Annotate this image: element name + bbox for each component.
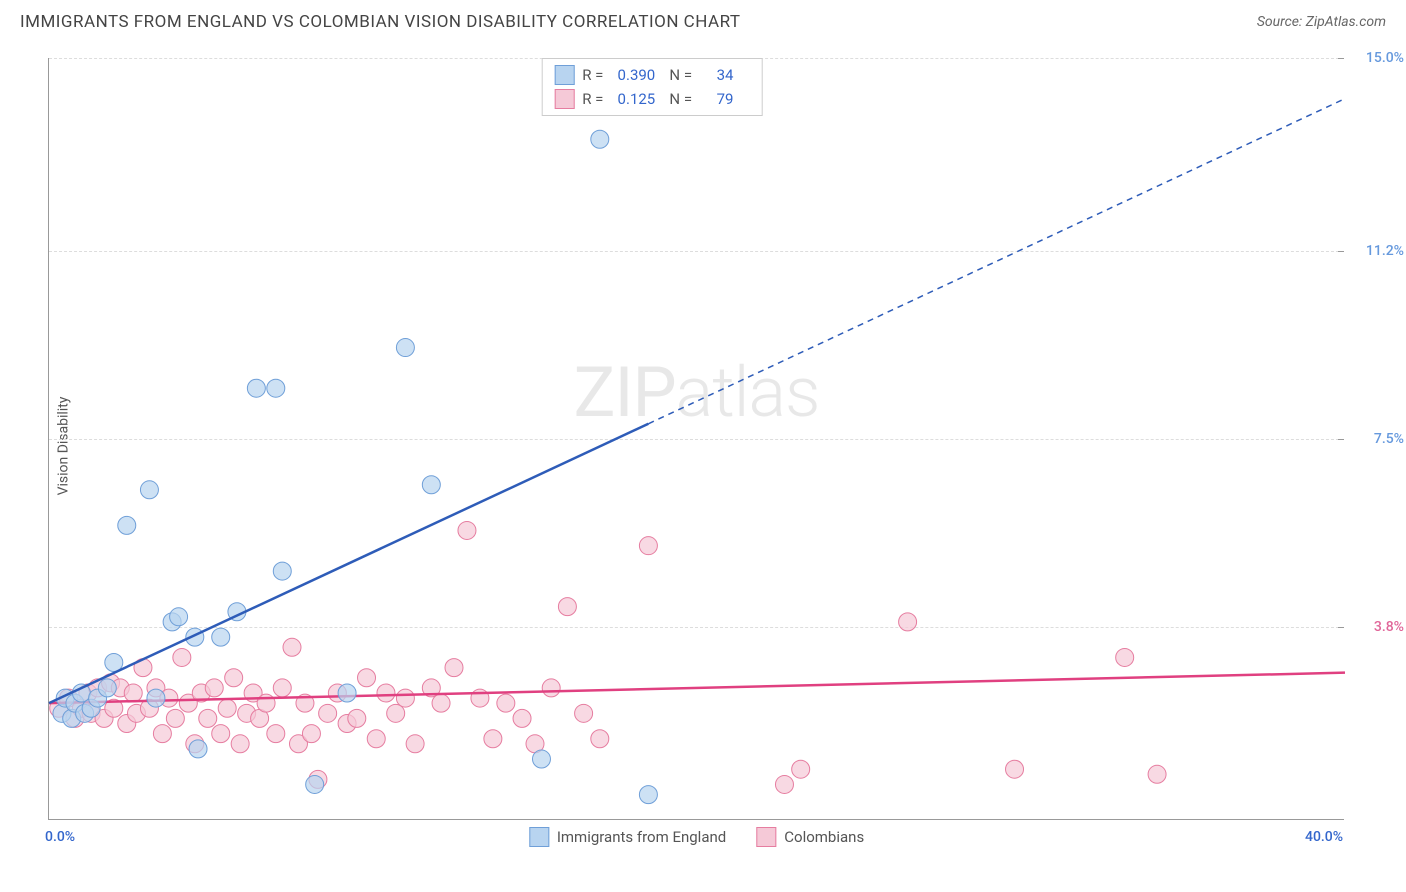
scatter-plot (49, 58, 1344, 819)
chart-plot-area: ZIPatlas R = 0.390 N = 34 R = 0.125 N = … (48, 58, 1344, 820)
swatch-colombians-icon (756, 827, 776, 847)
y-tick-label: 15.0% (1349, 50, 1404, 66)
r-value-england: 0.390 (611, 66, 661, 84)
source-attribution: Source: ZipAtlas.com (1257, 14, 1386, 30)
r-value-colombians: 0.125 (611, 90, 661, 108)
y-tick-label: 11.2% (1349, 243, 1404, 259)
swatch-england-icon (529, 827, 549, 847)
n-value-colombians: 79 (700, 90, 750, 108)
swatch-colombians (554, 89, 574, 109)
y-tick-label: 7.5% (1349, 431, 1404, 447)
x-tick-label: 0.0% (45, 829, 75, 845)
series-legend: Immigrants from England Colombians (529, 827, 864, 847)
n-value-england: 34 (700, 66, 750, 84)
chart-title: IMMIGRANTS FROM ENGLAND VS COLOMBIAN VIS… (20, 12, 741, 32)
x-tick-label: 40.0% (1305, 829, 1343, 845)
swatch-england (554, 65, 574, 85)
legend-item-england: Immigrants from England (529, 827, 726, 847)
legend-row-colombians: R = 0.125 N = 79 (554, 87, 750, 111)
y-tick-label: 3.8% (1349, 619, 1404, 635)
legend-item-colombians: Colombians (756, 827, 864, 847)
correlation-legend: R = 0.390 N = 34 R = 0.125 N = 79 (541, 58, 763, 116)
legend-row-england: R = 0.390 N = 34 (554, 63, 750, 87)
